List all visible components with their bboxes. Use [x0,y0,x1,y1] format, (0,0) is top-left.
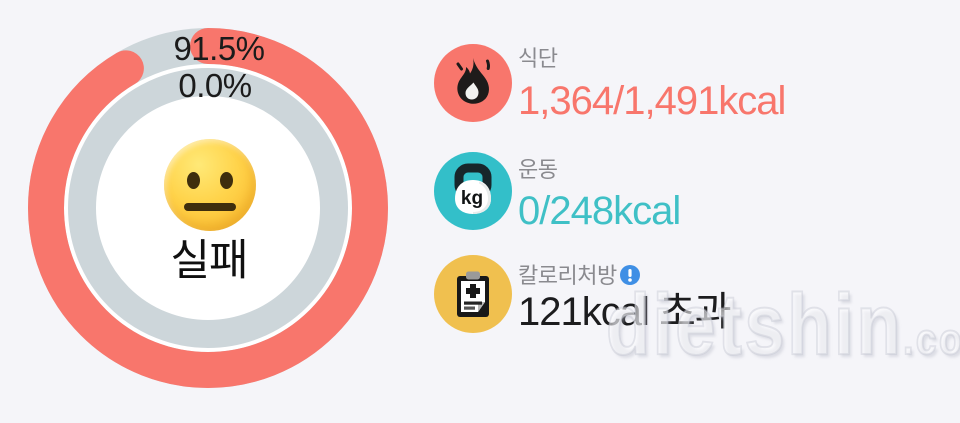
stat-row-diet[interactable]: 식단 1,364/1,491kcal [434,44,786,123]
kettlebell-icon: kg [434,152,512,230]
stat-row-exercise[interactable]: kg 운동 0/248kcal [434,152,681,233]
emoji-mouth [184,203,236,211]
outer-ring-percent-label: 91.5% [173,30,265,67]
outer-ring-progress [28,28,388,388]
exercise-label: 운동 [518,157,558,182]
diet-label: 식단 [518,46,558,71]
inner-ring-percent-label: 0.0% [178,67,252,104]
emoji-left-eye [187,172,200,189]
svg-text:kg: kg [461,188,483,209]
diet-value: 1,364/1,491kcal [518,79,786,123]
watermark-tld: .com [902,315,960,364]
flame-icon [434,44,512,122]
progress-gauge: 91.5% 0.0% 실패 [0,0,416,416]
clipboard-icon [434,255,512,333]
goal-status-text: 실패 [170,237,248,285]
exercise-value: 0/248kcal [518,189,681,233]
inner-ring-track [68,68,348,348]
calorie-prescription-value: 121kcal 초과 [518,290,732,334]
info-icon[interactable] [619,265,640,285]
calorie-prescription-label: 칼로리처방 [518,263,617,288]
neutral-face-emoji [164,139,256,231]
stat-row-calorie-prescription[interactable]: 칼로리처방 121kcal 초과 [434,255,732,334]
donut-chart [28,28,388,388]
emoji-right-eye [220,172,233,189]
